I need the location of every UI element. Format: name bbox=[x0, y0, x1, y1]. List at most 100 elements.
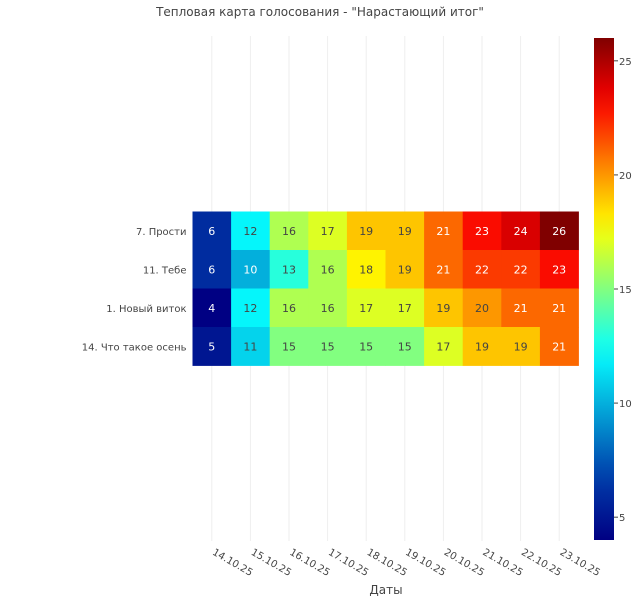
chart-title: Тепловая карта голосования - "Нарастающи… bbox=[155, 5, 484, 19]
cell-value-label: 5 bbox=[208, 340, 215, 353]
cell-value-label: 6 bbox=[208, 263, 215, 276]
cell-value-label: 19 bbox=[359, 225, 373, 238]
heatmap-cell bbox=[192, 250, 232, 289]
heatmap-cell bbox=[269, 211, 309, 251]
y-tick-label: 14. Что такое осень bbox=[82, 342, 187, 353]
cell-value-label: 11 bbox=[243, 340, 257, 353]
heatmap-cell bbox=[192, 288, 232, 328]
heatmap-cell bbox=[231, 250, 271, 289]
cell-value-label: 21 bbox=[552, 302, 566, 315]
cell-value-label: 17 bbox=[321, 225, 335, 238]
heatmap-cell bbox=[424, 327, 464, 366]
cell-value-label: 16 bbox=[321, 263, 335, 276]
heatmap-cell bbox=[269, 288, 309, 328]
colorbar-tick-label: 15 bbox=[619, 285, 632, 296]
cell-value-label: 15 bbox=[359, 340, 373, 353]
heatmap-cell bbox=[385, 288, 425, 328]
cell-value-label: 15 bbox=[321, 340, 335, 353]
x-axis-title: Даты bbox=[369, 583, 402, 597]
y-tick-label: 7. Прости bbox=[136, 227, 187, 238]
heatmap-cell bbox=[308, 211, 348, 251]
y-axis-tick-labels: 7. Прости 11. Тебе 1. Новый виток 14. Что т… bbox=[82, 227, 187, 354]
heatmap-cell bbox=[462, 211, 502, 251]
x-axis-tick-labels: 14.10.2515.10.2516.10.2517.10.2518.10.25… bbox=[210, 547, 601, 579]
heatmap-cell bbox=[385, 211, 425, 251]
x-tick-label: 19.10.25 bbox=[403, 547, 447, 579]
cell-value-label: 12 bbox=[243, 302, 257, 315]
cell-value-label: 22 bbox=[514, 263, 528, 276]
x-tick-label: 18.10.25 bbox=[365, 547, 409, 579]
colorbar: 5 10 15 20 25 bbox=[594, 38, 632, 540]
cell-value-label: 6 bbox=[208, 225, 215, 238]
cell-value-label: 19 bbox=[436, 302, 450, 315]
heatmap-cell bbox=[462, 327, 502, 366]
heatmap-cell bbox=[501, 288, 541, 328]
cell-value-label: 19 bbox=[398, 263, 412, 276]
colorbar-tick-label: 5 bbox=[619, 513, 625, 524]
cell-value-label: 18 bbox=[359, 263, 373, 276]
cell-value-label: 20 bbox=[475, 302, 489, 315]
colorbar-tick-label: 10 bbox=[619, 399, 632, 410]
cell-value-label: 24 bbox=[514, 225, 528, 238]
heatmap-cell bbox=[346, 211, 386, 251]
heatmap-cell bbox=[346, 250, 386, 289]
cell-value-label: 17 bbox=[359, 302, 373, 315]
heatmap-cell bbox=[269, 250, 309, 289]
heatmap-cell bbox=[308, 288, 348, 328]
cell-value-label: 15 bbox=[398, 340, 412, 353]
heatmap-cell bbox=[269, 327, 309, 366]
heatmap-cell bbox=[424, 250, 464, 289]
cell-value-label: 21 bbox=[436, 263, 450, 276]
cell-value-label: 26 bbox=[552, 225, 566, 238]
x-tick-label: 15.10.25 bbox=[249, 547, 293, 579]
cell-value-label: 22 bbox=[475, 263, 489, 276]
heatmap-cell bbox=[231, 211, 271, 251]
cell-value-label: 21 bbox=[514, 302, 528, 315]
y-tick-label: 1. Новый виток bbox=[106, 304, 186, 315]
cell-value-label: 19 bbox=[398, 225, 412, 238]
heatmap-cell bbox=[192, 327, 232, 366]
heatmap-cell bbox=[501, 250, 541, 289]
cell-value-label: 21 bbox=[436, 225, 450, 238]
heatmap-cell bbox=[385, 250, 425, 289]
heatmap-cell bbox=[462, 288, 502, 328]
cell-value-label: 23 bbox=[552, 263, 566, 276]
x-tick-label: 17.10.25 bbox=[326, 547, 370, 579]
colorbar-tick-label: 25 bbox=[619, 57, 632, 68]
cell-value-label: 16 bbox=[282, 225, 296, 238]
colorbar-gradient bbox=[594, 38, 614, 540]
cell-value-label: 17 bbox=[436, 340, 450, 353]
cell-value-label: 16 bbox=[282, 302, 296, 315]
heatmap-cell bbox=[231, 288, 271, 328]
cell-value-label: 21 bbox=[552, 340, 566, 353]
cell-value-label: 17 bbox=[398, 302, 412, 315]
heatmap-cell bbox=[539, 327, 579, 366]
cell-value-label: 19 bbox=[514, 340, 528, 353]
heatmap-cell bbox=[231, 327, 271, 366]
cell-value-label: 10 bbox=[243, 263, 257, 276]
x-tick-label: 14.10.25 bbox=[210, 547, 254, 579]
heatmap-cell bbox=[462, 250, 502, 289]
cell-value-label: 13 bbox=[282, 263, 296, 276]
x-tick-label: 20.10.25 bbox=[442, 547, 486, 579]
x-tick-label: 21.10.25 bbox=[481, 547, 525, 579]
colorbar-tick-label: 20 bbox=[619, 171, 632, 182]
x-tick-label: 22.10.25 bbox=[519, 547, 563, 579]
heatmap-cell bbox=[539, 250, 579, 289]
cell-value-label: 4 bbox=[208, 302, 215, 315]
heatmap-cells: 6 12 16 17 19 19 21 23 24 26 6 10 13 16 18 19 21 22 22 23 4 1… bbox=[192, 211, 579, 366]
heatmap-cell bbox=[308, 250, 348, 289]
heatmap-cell bbox=[308, 327, 348, 366]
heatmap-cell bbox=[539, 211, 579, 251]
cell-value-label: 12 bbox=[243, 225, 257, 238]
cell-value-label: 16 bbox=[321, 302, 335, 315]
x-tick-label: 16.10.25 bbox=[288, 547, 332, 579]
x-tick-label: 23.10.25 bbox=[558, 547, 602, 579]
cell-value-label: 23 bbox=[475, 225, 489, 238]
heatmap-cell bbox=[192, 211, 232, 251]
heatmap-cell bbox=[424, 211, 464, 251]
cell-value-label: 15 bbox=[282, 340, 296, 353]
heatmap-cell bbox=[501, 211, 541, 251]
